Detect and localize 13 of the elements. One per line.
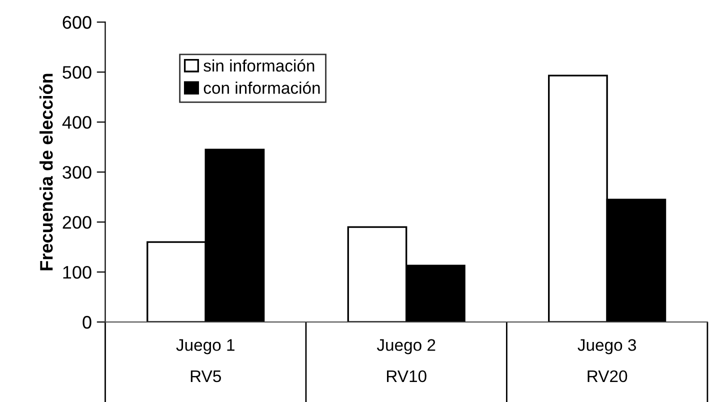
- legend-label: con información: [204, 81, 320, 94]
- y-tick-label: 200: [62, 216, 92, 229]
- y-tick-label: 400: [62, 116, 92, 129]
- y-tick-label: 0: [82, 316, 92, 329]
- y-tick-label: 300: [62, 166, 92, 179]
- y-tick-label: 100: [63, 266, 92, 279]
- legend-label: sin información: [204, 59, 314, 72]
- y-tick-label: 500: [62, 66, 92, 79]
- x-tick-label: Juego 2 RV10: [376, 339, 436, 382]
- y-tick-label: 600: [62, 16, 92, 29]
- x-tick-label: Juego 3 RV20: [578, 339, 636, 382]
- y-axis-title: Frecuencia de elección: [39, 74, 53, 270]
- x-tick-label: Juego 1 RV5: [176, 339, 234, 382]
